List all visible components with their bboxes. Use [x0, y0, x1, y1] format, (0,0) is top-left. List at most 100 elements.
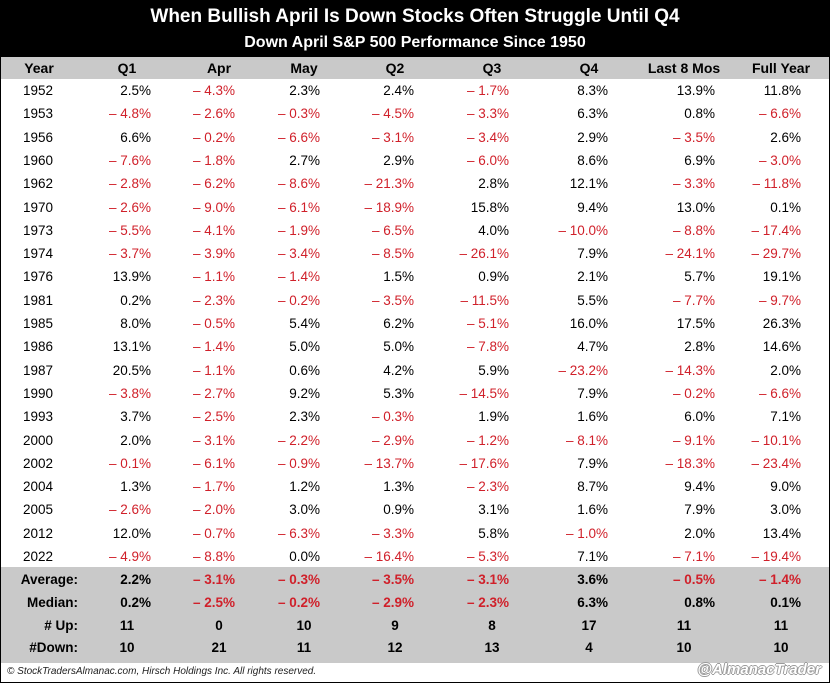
value-cell: – 18.3% — [665, 456, 715, 471]
value-cell: – 16.4% — [364, 549, 414, 564]
value-cell: 2.6% — [770, 130, 801, 145]
value-cell: 2.9% — [383, 153, 414, 168]
value-cell: 2.8% — [478, 176, 509, 191]
value-cell: – 14.3% — [665, 363, 715, 378]
value-cell: 0.1% — [770, 200, 801, 215]
value-cell: 12.1% — [569, 176, 608, 191]
value-cell: – 6.2% — [192, 176, 235, 191]
value-cell: 2.5% — [120, 83, 151, 98]
value-cell: – 14.5% — [459, 386, 509, 401]
year-cell: 1986 — [23, 339, 54, 354]
value-cell: – 1.9% — [277, 223, 320, 238]
value-cell: – 0.2% — [672, 386, 715, 401]
value-cell: 8.7% — [577, 479, 608, 494]
column-header-q3: Q3 — [482, 60, 502, 76]
value-cell: 0.9% — [383, 502, 414, 517]
value-cell: 6.3% — [577, 106, 608, 121]
value-cell: 13.4% — [762, 526, 801, 541]
value-cell: 3.0% — [770, 502, 801, 517]
summary-cell: 0 — [215, 618, 223, 633]
value-cell: 9.4% — [577, 200, 608, 215]
value-cell: 0.0% — [289, 549, 320, 564]
summary-cell: – 2.5% — [192, 595, 235, 610]
year-cell: 1985 — [23, 316, 54, 331]
value-cell: – 7.7% — [672, 293, 715, 308]
value-cell: – 10.1% — [751, 433, 801, 448]
value-cell: – 11.8% — [752, 176, 801, 191]
value-cell: – 8.8% — [192, 549, 235, 564]
value-cell: 5.8% — [478, 526, 509, 541]
value-cell: 5.7% — [684, 269, 715, 284]
year-cell: 1981 — [23, 293, 54, 308]
value-cell: 7.1% — [770, 409, 801, 424]
summary-label: Median: — [26, 595, 78, 610]
value-cell: – 0.5% — [192, 316, 235, 331]
value-cell: – 2.6% — [192, 106, 235, 121]
value-cell: 0.8% — [684, 106, 715, 121]
summary-cell: 21 — [211, 640, 227, 655]
value-cell: – 0.7% — [192, 526, 235, 541]
value-cell: – 1.4% — [192, 339, 235, 354]
value-cell: – 6.6% — [758, 386, 801, 401]
value-cell: – 3.8% — [108, 386, 151, 401]
value-cell: – 3.4% — [277, 246, 320, 261]
summary-cell: – 2.9% — [371, 595, 414, 610]
value-cell: – 6.6% — [758, 106, 801, 121]
value-cell: – 23.2% — [558, 363, 608, 378]
value-cell: 3.7% — [120, 409, 151, 424]
value-cell: – 9.7% — [758, 293, 801, 308]
value-cell: – 0.3% — [277, 106, 320, 121]
summary-cell: – 3.1% — [466, 572, 509, 587]
value-cell: – 3.4% — [466, 130, 509, 145]
value-cell: 7.9% — [684, 502, 715, 517]
value-cell: 1.6% — [577, 502, 608, 517]
value-cell: – 1.1% — [192, 363, 235, 378]
column-header-apr: Apr — [206, 60, 232, 76]
value-cell: 2.8% — [684, 339, 715, 354]
value-cell: 2.3% — [289, 409, 320, 424]
value-cell: 5.3% — [383, 386, 414, 401]
chart-title: When Bullish April Is Down Stocks Often … — [150, 6, 680, 27]
value-cell: 1.2% — [289, 479, 320, 494]
value-cell: – 1.7% — [192, 479, 235, 494]
value-cell: 7.9% — [577, 456, 608, 471]
value-cell: 2.0% — [120, 433, 151, 448]
value-cell: 8.0% — [120, 316, 151, 331]
value-cell: – 10.0% — [558, 223, 608, 238]
summary-band — [1, 567, 829, 663]
value-cell: – 5.3% — [466, 549, 509, 564]
year-cell: 2004 — [23, 479, 54, 494]
value-cell: 6.9% — [684, 153, 715, 168]
value-cell: 15.8% — [470, 200, 509, 215]
column-header-row — [1, 57, 829, 79]
value-cell: – 23.4% — [751, 456, 801, 471]
value-cell: 4.0% — [478, 223, 509, 238]
value-cell: – 4.1% — [192, 223, 235, 238]
column-header-last-8-mos: Last 8 Mos — [647, 60, 721, 76]
year-cell: 1960 — [23, 153, 54, 168]
value-cell: 3.1% — [478, 502, 509, 517]
value-cell: 5.9% — [478, 363, 509, 378]
year-cell: 1973 — [23, 223, 54, 238]
value-cell: – 2.6% — [108, 502, 151, 517]
summary-cell: – 3.1% — [192, 572, 235, 587]
value-cell: 1.9% — [478, 409, 509, 424]
value-cell: – 0.2% — [277, 293, 320, 308]
value-cell: 2.9% — [577, 130, 608, 145]
watermark-logo: @AlmanacTrader — [697, 661, 821, 678]
value-cell: – 21.3% — [364, 176, 414, 191]
value-cell: 9.0% — [770, 479, 801, 494]
value-cell: – 4.9% — [108, 549, 151, 564]
value-cell: 7.9% — [577, 386, 608, 401]
summary-cell: 11 — [296, 640, 312, 655]
summary-cell: 2.2% — [120, 572, 151, 587]
year-cell: 1970 — [23, 200, 54, 215]
year-cell: 2002 — [23, 456, 54, 471]
value-cell: – 17.6% — [459, 456, 509, 471]
value-cell: 5.5% — [577, 293, 608, 308]
value-cell: 14.6% — [762, 339, 801, 354]
column-header-q4: Q4 — [579, 60, 599, 76]
year-cell: 2000 — [23, 433, 54, 448]
value-cell: 8.6% — [577, 153, 608, 168]
value-cell: – 2.8% — [108, 176, 151, 191]
